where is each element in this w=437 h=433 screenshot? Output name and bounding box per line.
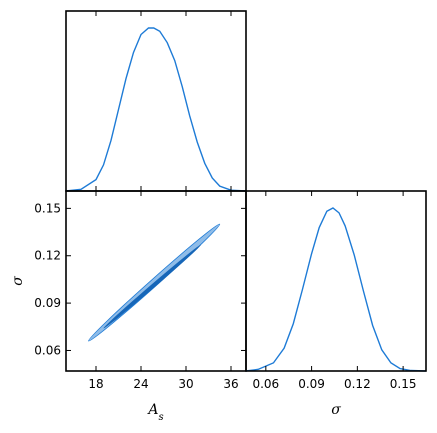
- joint-x-axis-label: As: [146, 402, 163, 423]
- x-tick-label: 36: [223, 377, 238, 391]
- y-tick-label: 0.15: [34, 201, 61, 215]
- panel-as-marginal-ticks: [95, 11, 232, 191]
- joint-contours: [88, 223, 221, 342]
- x-tick-label: 0.15: [390, 377, 417, 391]
- x-tick-label: 30: [178, 377, 193, 391]
- panel-sigma-marginal: 0.06 0.09 0.12 0.15 σ: [245, 190, 427, 418]
- x-tick-label: 0.06: [252, 377, 279, 391]
- x-tick-label: 0.09: [298, 377, 325, 391]
- sigma-x-axis-label: σ: [331, 402, 341, 418]
- x-tick-label: 0.12: [344, 377, 371, 391]
- panel-sigma-marginal-ticks: 0.06 0.09 0.12 0.15: [252, 191, 416, 391]
- joint-y-axis-label: σ: [10, 276, 26, 286]
- contour-inner: [103, 244, 202, 329]
- x-tick-label: 18: [88, 377, 103, 391]
- y-tick-label: 0.09: [34, 296, 61, 310]
- panel-sigma-marginal-frame: [245, 190, 427, 372]
- y-tick-label: 0.12: [34, 249, 61, 263]
- panel-joint: 18 24 30 36 0.06 0.09 0.12 0.15 As σ: [10, 190, 247, 423]
- panel-joint-ticks: 18 24 30 36 0.06 0.09 0.12 0.15: [34, 191, 246, 391]
- sigma-density-curve: [245, 207, 427, 372]
- x-tick-label: 24: [133, 377, 148, 391]
- as-density-curve: [65, 27, 247, 192]
- y-tick-label: 0.06: [34, 343, 61, 357]
